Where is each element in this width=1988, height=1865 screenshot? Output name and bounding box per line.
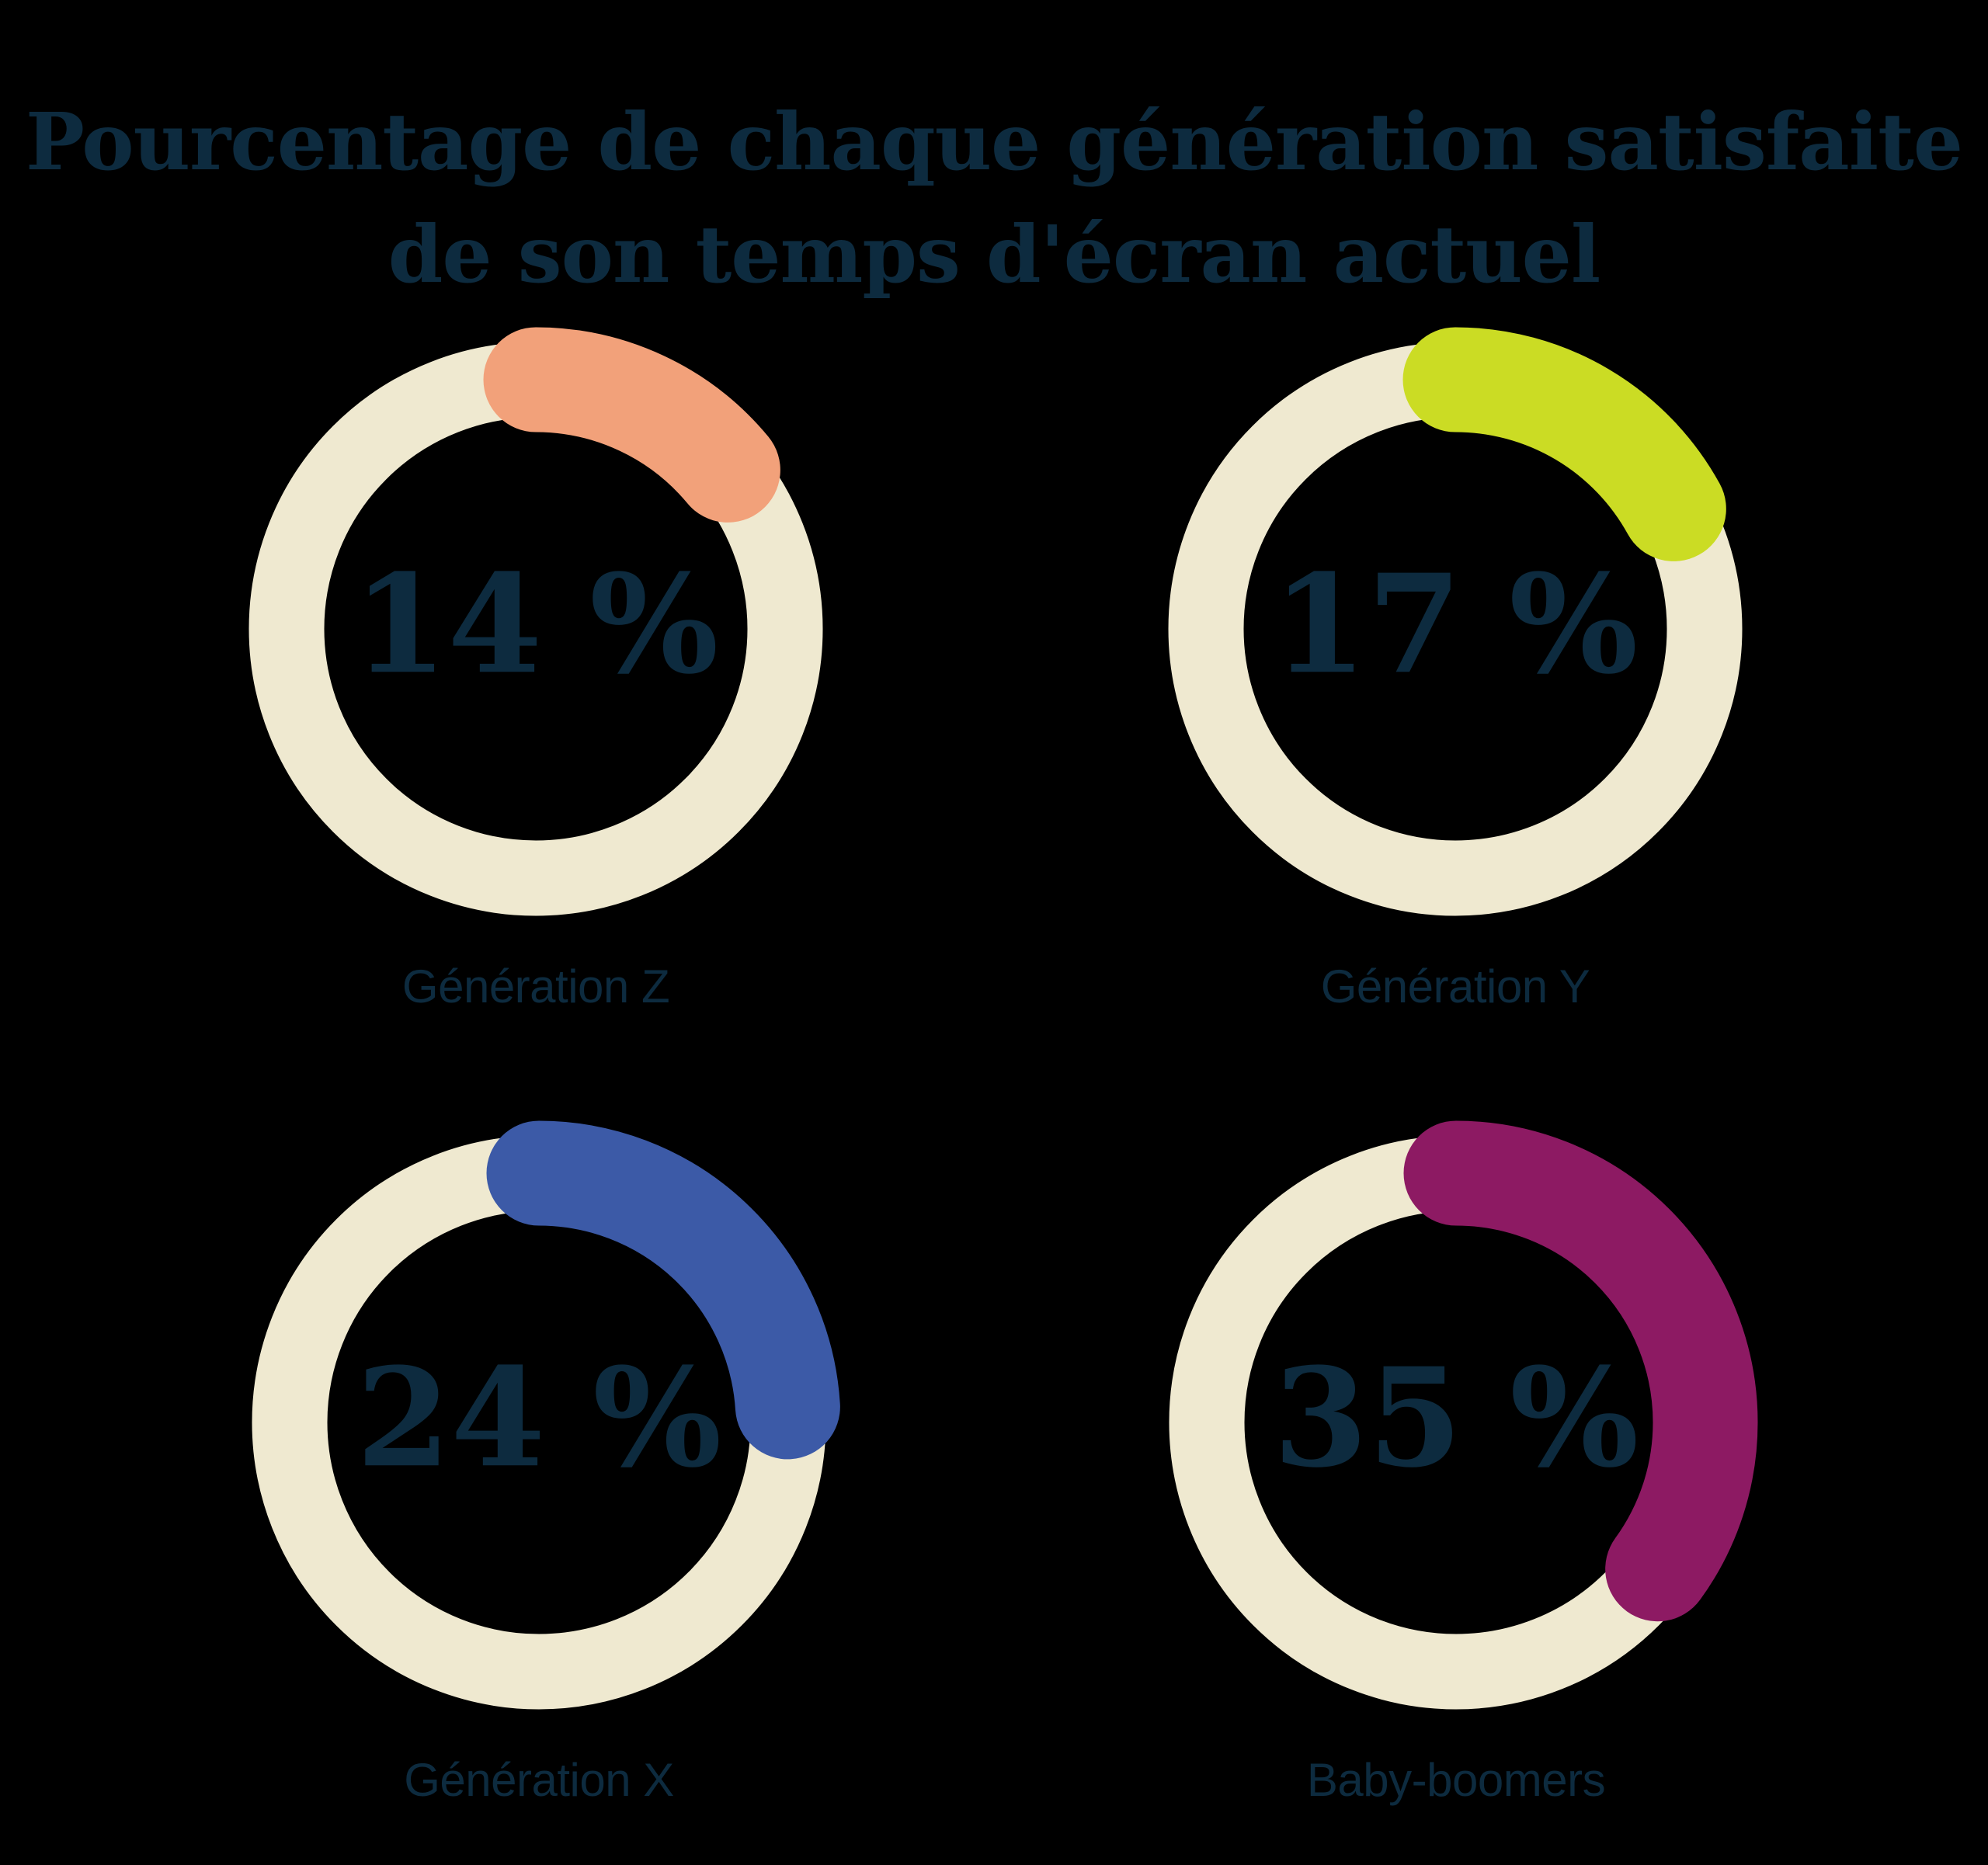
donut-generation-x: 24 % Génération X xyxy=(236,1120,842,1806)
donut-arc xyxy=(1154,1120,1758,1724)
donut-baby-boomers: 35 % Baby-boomers xyxy=(1153,1120,1759,1806)
donut-value-label: 14 % xyxy=(353,545,719,705)
donut-category-label: Baby-boomers xyxy=(1306,1754,1606,1806)
donut-ring-chart xyxy=(1154,1120,1758,1724)
donut-generation-y: 17 % Génération Y xyxy=(1152,326,1758,1012)
donut-generation-z: 14 % Génération Z xyxy=(233,326,839,1012)
donut-value-label: 17 % xyxy=(1272,545,1639,705)
donut-ring-chart xyxy=(234,327,838,931)
chart-title: Pourcentage de chaque génération satisfa… xyxy=(0,85,1988,311)
donut-arc xyxy=(1153,327,1757,931)
donut-ring-chart xyxy=(1153,327,1757,931)
donut-value-label: 24 % xyxy=(356,1339,722,1499)
donut-category-label: Génération X xyxy=(404,1754,674,1806)
chart-title-line-1: Pourcentage de chaque génération satisfa… xyxy=(25,95,1963,188)
donut-arc xyxy=(234,327,838,931)
donut-ring-chart xyxy=(237,1120,841,1724)
donut-category-label: Génération Z xyxy=(401,960,670,1012)
donut-arc xyxy=(237,1120,841,1724)
donut-category-label: Génération Y xyxy=(1320,960,1590,1012)
chart-title-line-2: de son temps d'écran actuel xyxy=(388,208,1601,301)
donut-value-label: 35 % xyxy=(1273,1339,1639,1499)
